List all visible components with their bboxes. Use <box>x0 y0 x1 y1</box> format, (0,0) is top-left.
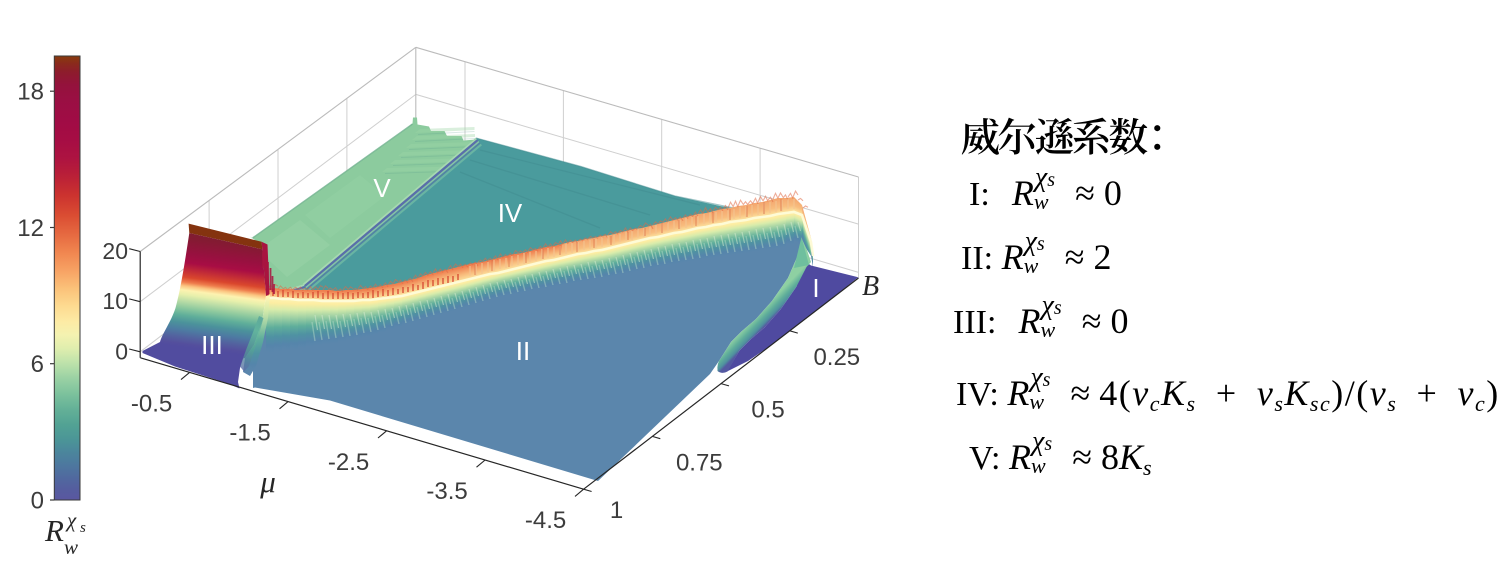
svg-text:20: 20 <box>102 238 128 264</box>
svg-text:0.25: 0.25 <box>813 344 860 371</box>
svg-text:V: V <box>373 173 391 203</box>
svg-text:0.5: 0.5 <box>751 397 784 424</box>
svg-text:B: B <box>862 271 879 302</box>
svg-text:-3.5: -3.5 <box>426 478 467 505</box>
svg-text:0: 0 <box>31 488 44 515</box>
svg-text:10: 10 <box>102 288 128 314</box>
svg-text:R: R <box>44 513 64 548</box>
svg-text:-1.5: -1.5 <box>229 420 270 447</box>
svg-text:I: I <box>812 273 819 303</box>
svg-text:χ: χ <box>65 508 77 532</box>
svg-text:12: 12 <box>17 215 44 242</box>
svg-text:w: w <box>64 535 78 559</box>
svg-text:18: 18 <box>17 79 44 106</box>
svg-text:-2.5: -2.5 <box>328 449 369 476</box>
svg-text:III: III <box>201 330 223 360</box>
svg-text:6: 6 <box>31 351 44 378</box>
svg-text:IV: IV <box>498 198 523 228</box>
svg-text:0.75: 0.75 <box>676 449 723 476</box>
svg-text:II: II <box>516 336 530 366</box>
svg-text:1: 1 <box>610 497 623 524</box>
svg-text:μ: μ <box>259 464 276 499</box>
svg-text:-0.5: -0.5 <box>131 390 172 417</box>
svg-text:s: s <box>80 520 86 536</box>
svg-text:0: 0 <box>115 338 128 364</box>
svg-text:-4.5: -4.5 <box>525 507 566 534</box>
